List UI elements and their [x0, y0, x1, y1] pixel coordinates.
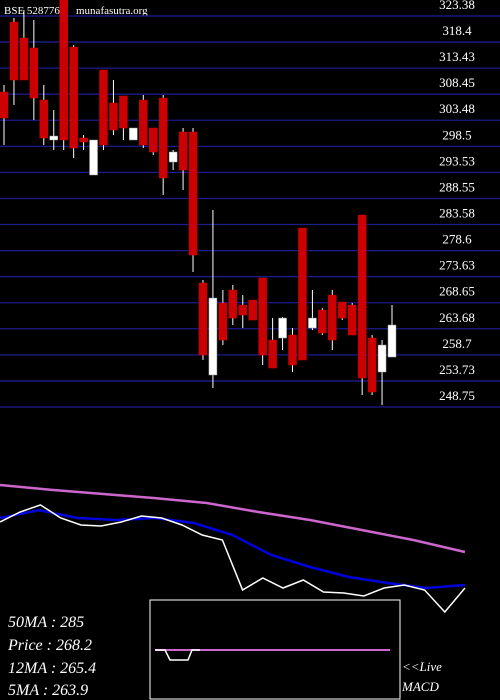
- y-tick-label: 253.73: [439, 362, 475, 377]
- candle-body: [119, 95, 128, 129]
- candle-body: [387, 324, 397, 358]
- candle-body: [338, 301, 347, 319]
- candle-body: [59, 0, 68, 141]
- candle-body: [208, 297, 218, 376]
- y-tick-label: 308.45: [439, 75, 475, 90]
- candle-body: [298, 227, 307, 361]
- y-tick-label: 313.43: [439, 49, 475, 64]
- candle-body: [148, 127, 158, 153]
- y-tick-label: 318.4: [442, 23, 472, 38]
- y-tick-label: 258.7: [442, 336, 472, 351]
- stat: 50MA : 285: [8, 614, 84, 631]
- candle-body: [228, 289, 238, 319]
- candle-body: [318, 309, 327, 334]
- chart-title: BSE 528776: [4, 5, 60, 17]
- macd-label: <<Live: [402, 659, 442, 674]
- candle-body: [99, 69, 108, 146]
- candle-body: [168, 151, 178, 163]
- candle-body: [308, 317, 317, 329]
- stat: 12MA : 265.4: [8, 660, 96, 677]
- candle-body: [49, 135, 58, 141]
- macd-signal: [155, 649, 200, 661]
- y-tick-label: 248.75: [439, 388, 475, 403]
- y-tick-label: 293.53: [439, 153, 475, 168]
- y-tick-label: 298.5: [442, 127, 471, 142]
- candle-body: [109, 102, 118, 131]
- candle-body: [139, 99, 148, 146]
- candle-body: [188, 131, 198, 256]
- indicator-line: [0, 483, 466, 554]
- candle-body: [129, 127, 138, 141]
- stat: Price : 268.2: [7, 637, 92, 654]
- y-tick-label: 323.38: [439, 0, 475, 12]
- candle-body: [9, 21, 19, 81]
- watermark: munafasutra.org: [76, 5, 148, 17]
- candle-body: [278, 317, 287, 339]
- candle-body: [29, 47, 39, 99]
- candle-body: [238, 304, 248, 316]
- indicator-line: [0, 508, 466, 590]
- candle-body: [79, 137, 88, 143]
- candle-body: [288, 334, 297, 366]
- candle-body: [357, 214, 367, 379]
- candle-body: [377, 344, 387, 373]
- y-tick-label: 288.55: [439, 179, 475, 194]
- candle-body: [178, 131, 188, 171]
- candle-body: [258, 277, 267, 356]
- candle-body: [198, 282, 208, 356]
- y-tick-label: 303.48: [439, 101, 475, 116]
- indicator-line: [0, 504, 466, 614]
- candle-body: [69, 46, 78, 149]
- candle-body: [268, 339, 277, 369]
- y-tick-label: 273.63: [439, 258, 475, 273]
- candle-body: [347, 304, 357, 336]
- y-tick-label: 283.58: [439, 206, 475, 221]
- candle-body: [39, 99, 49, 139]
- y-tick-label: 268.65: [439, 284, 475, 299]
- indicator-panel: [0, 483, 466, 614]
- candle-body: [367, 337, 377, 393]
- candle-body: [0, 91, 9, 119]
- candle-body: [248, 299, 257, 321]
- y-tick-label: 263.68: [439, 310, 475, 325]
- stat: 5MA : 263.9: [8, 682, 88, 699]
- candle-body: [89, 139, 98, 176]
- candle-body: [158, 97, 168, 179]
- candle-body: [328, 294, 337, 341]
- candle-body: [218, 302, 228, 341]
- y-tick-label: 278.6: [442, 232, 472, 247]
- macd-label: MACD: [401, 679, 439, 694]
- candle-body: [19, 37, 29, 81]
